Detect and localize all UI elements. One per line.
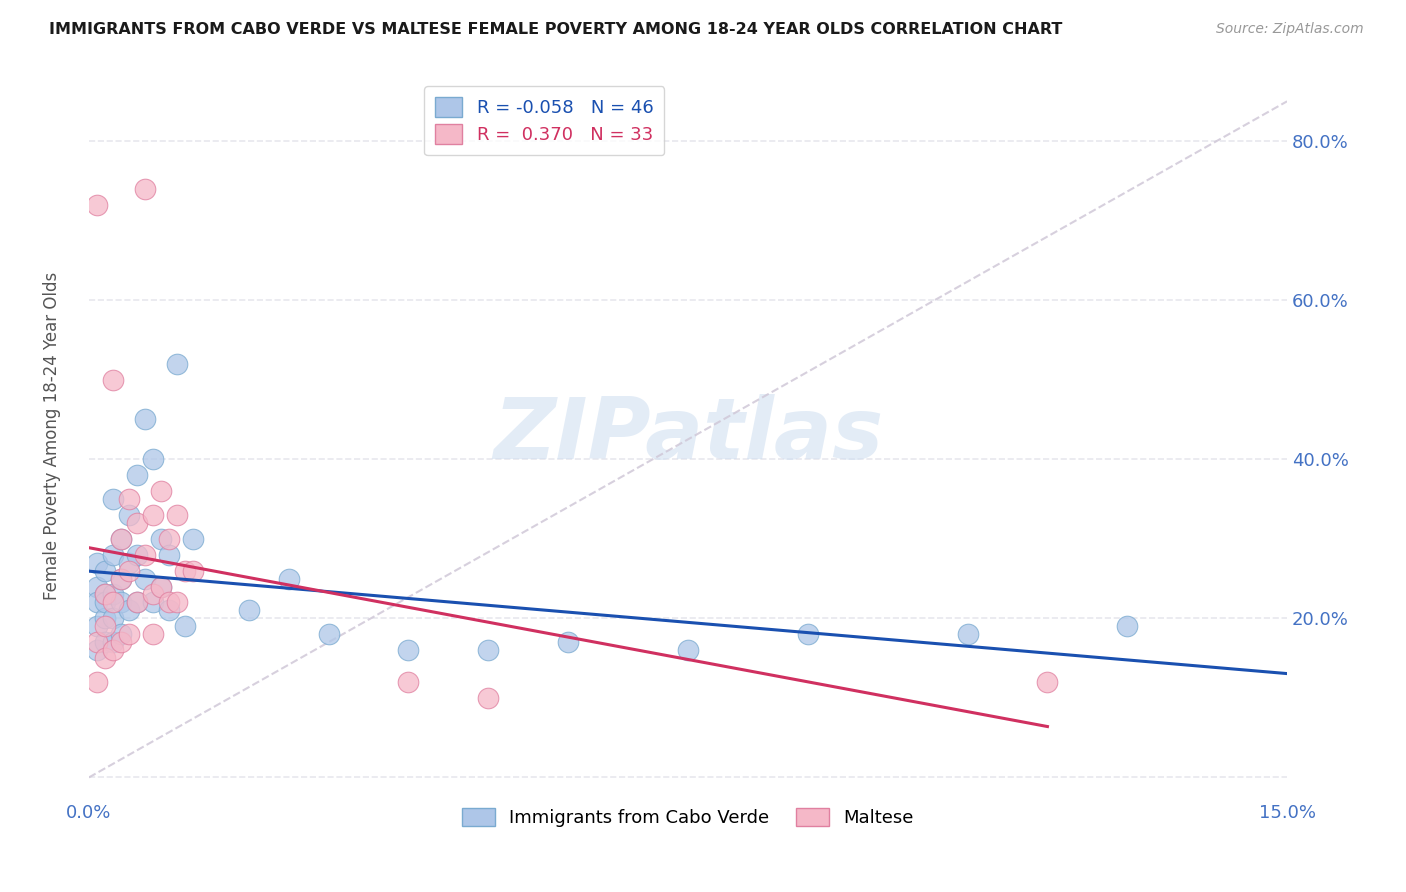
- Point: [110, 532, 132, 546]
- Point: [86, 643, 108, 657]
- Text: Source: ZipAtlas.com: Source: ZipAtlas.com: [1216, 22, 1364, 37]
- Point: [94, 635, 117, 649]
- Point: [134, 412, 156, 426]
- Point: [125, 595, 148, 609]
- Point: [101, 548, 124, 562]
- Point: [173, 564, 195, 578]
- Point: [142, 452, 165, 467]
- Legend: Immigrants from Cabo Verde, Maltese: Immigrants from Cabo Verde, Maltese: [456, 801, 921, 834]
- Point: [86, 595, 108, 609]
- Point: [94, 587, 117, 601]
- Point: [94, 564, 117, 578]
- Point: [101, 611, 124, 625]
- Point: [166, 357, 188, 371]
- Point: [101, 587, 124, 601]
- Point: [142, 508, 165, 522]
- Point: [118, 603, 141, 617]
- Point: [142, 595, 165, 609]
- Point: [101, 491, 124, 506]
- Point: [118, 508, 141, 522]
- Point: [94, 651, 117, 665]
- Point: [110, 635, 132, 649]
- Point: [396, 675, 419, 690]
- Text: ZIPatlas: ZIPatlas: [494, 394, 883, 477]
- Point: [110, 595, 132, 609]
- Point: [157, 603, 180, 617]
- Point: [477, 643, 499, 657]
- Point: [149, 532, 172, 546]
- Point: [134, 548, 156, 562]
- Point: [149, 580, 172, 594]
- Point: [134, 182, 156, 196]
- Point: [110, 627, 132, 641]
- Point: [118, 627, 141, 641]
- Point: [318, 627, 340, 641]
- Point: [181, 564, 204, 578]
- Point: [277, 572, 299, 586]
- Point: [86, 635, 108, 649]
- Point: [157, 595, 180, 609]
- Y-axis label: Female Poverty Among 18-24 Year Olds: Female Poverty Among 18-24 Year Olds: [44, 271, 60, 599]
- Point: [557, 635, 579, 649]
- Point: [166, 595, 188, 609]
- Point: [94, 587, 117, 601]
- Point: [1116, 619, 1139, 633]
- Point: [149, 580, 172, 594]
- Point: [94, 595, 117, 609]
- Point: [94, 619, 117, 633]
- Point: [676, 643, 699, 657]
- Point: [1036, 675, 1059, 690]
- Point: [149, 484, 172, 499]
- Point: [134, 572, 156, 586]
- Point: [181, 532, 204, 546]
- Point: [956, 627, 979, 641]
- Text: IMMIGRANTS FROM CABO VERDE VS MALTESE FEMALE POVERTY AMONG 18-24 YEAR OLDS CORRE: IMMIGRANTS FROM CABO VERDE VS MALTESE FE…: [49, 22, 1063, 37]
- Point: [477, 690, 499, 705]
- Point: [166, 508, 188, 522]
- Point: [797, 627, 820, 641]
- Point: [125, 548, 148, 562]
- Point: [86, 197, 108, 211]
- Point: [101, 595, 124, 609]
- Point: [157, 548, 180, 562]
- Point: [125, 468, 148, 483]
- Point: [94, 611, 117, 625]
- Point: [125, 516, 148, 530]
- Point: [118, 564, 141, 578]
- Point: [110, 532, 132, 546]
- Point: [86, 580, 108, 594]
- Point: [173, 619, 195, 633]
- Point: [101, 635, 124, 649]
- Point: [238, 603, 260, 617]
- Point: [101, 373, 124, 387]
- Point: [110, 572, 132, 586]
- Point: [86, 556, 108, 570]
- Point: [118, 556, 141, 570]
- Point: [110, 572, 132, 586]
- Point: [86, 675, 108, 690]
- Point: [125, 595, 148, 609]
- Point: [396, 643, 419, 657]
- Point: [142, 627, 165, 641]
- Point: [86, 619, 108, 633]
- Point: [157, 532, 180, 546]
- Point: [118, 491, 141, 506]
- Point: [101, 643, 124, 657]
- Point: [142, 587, 165, 601]
